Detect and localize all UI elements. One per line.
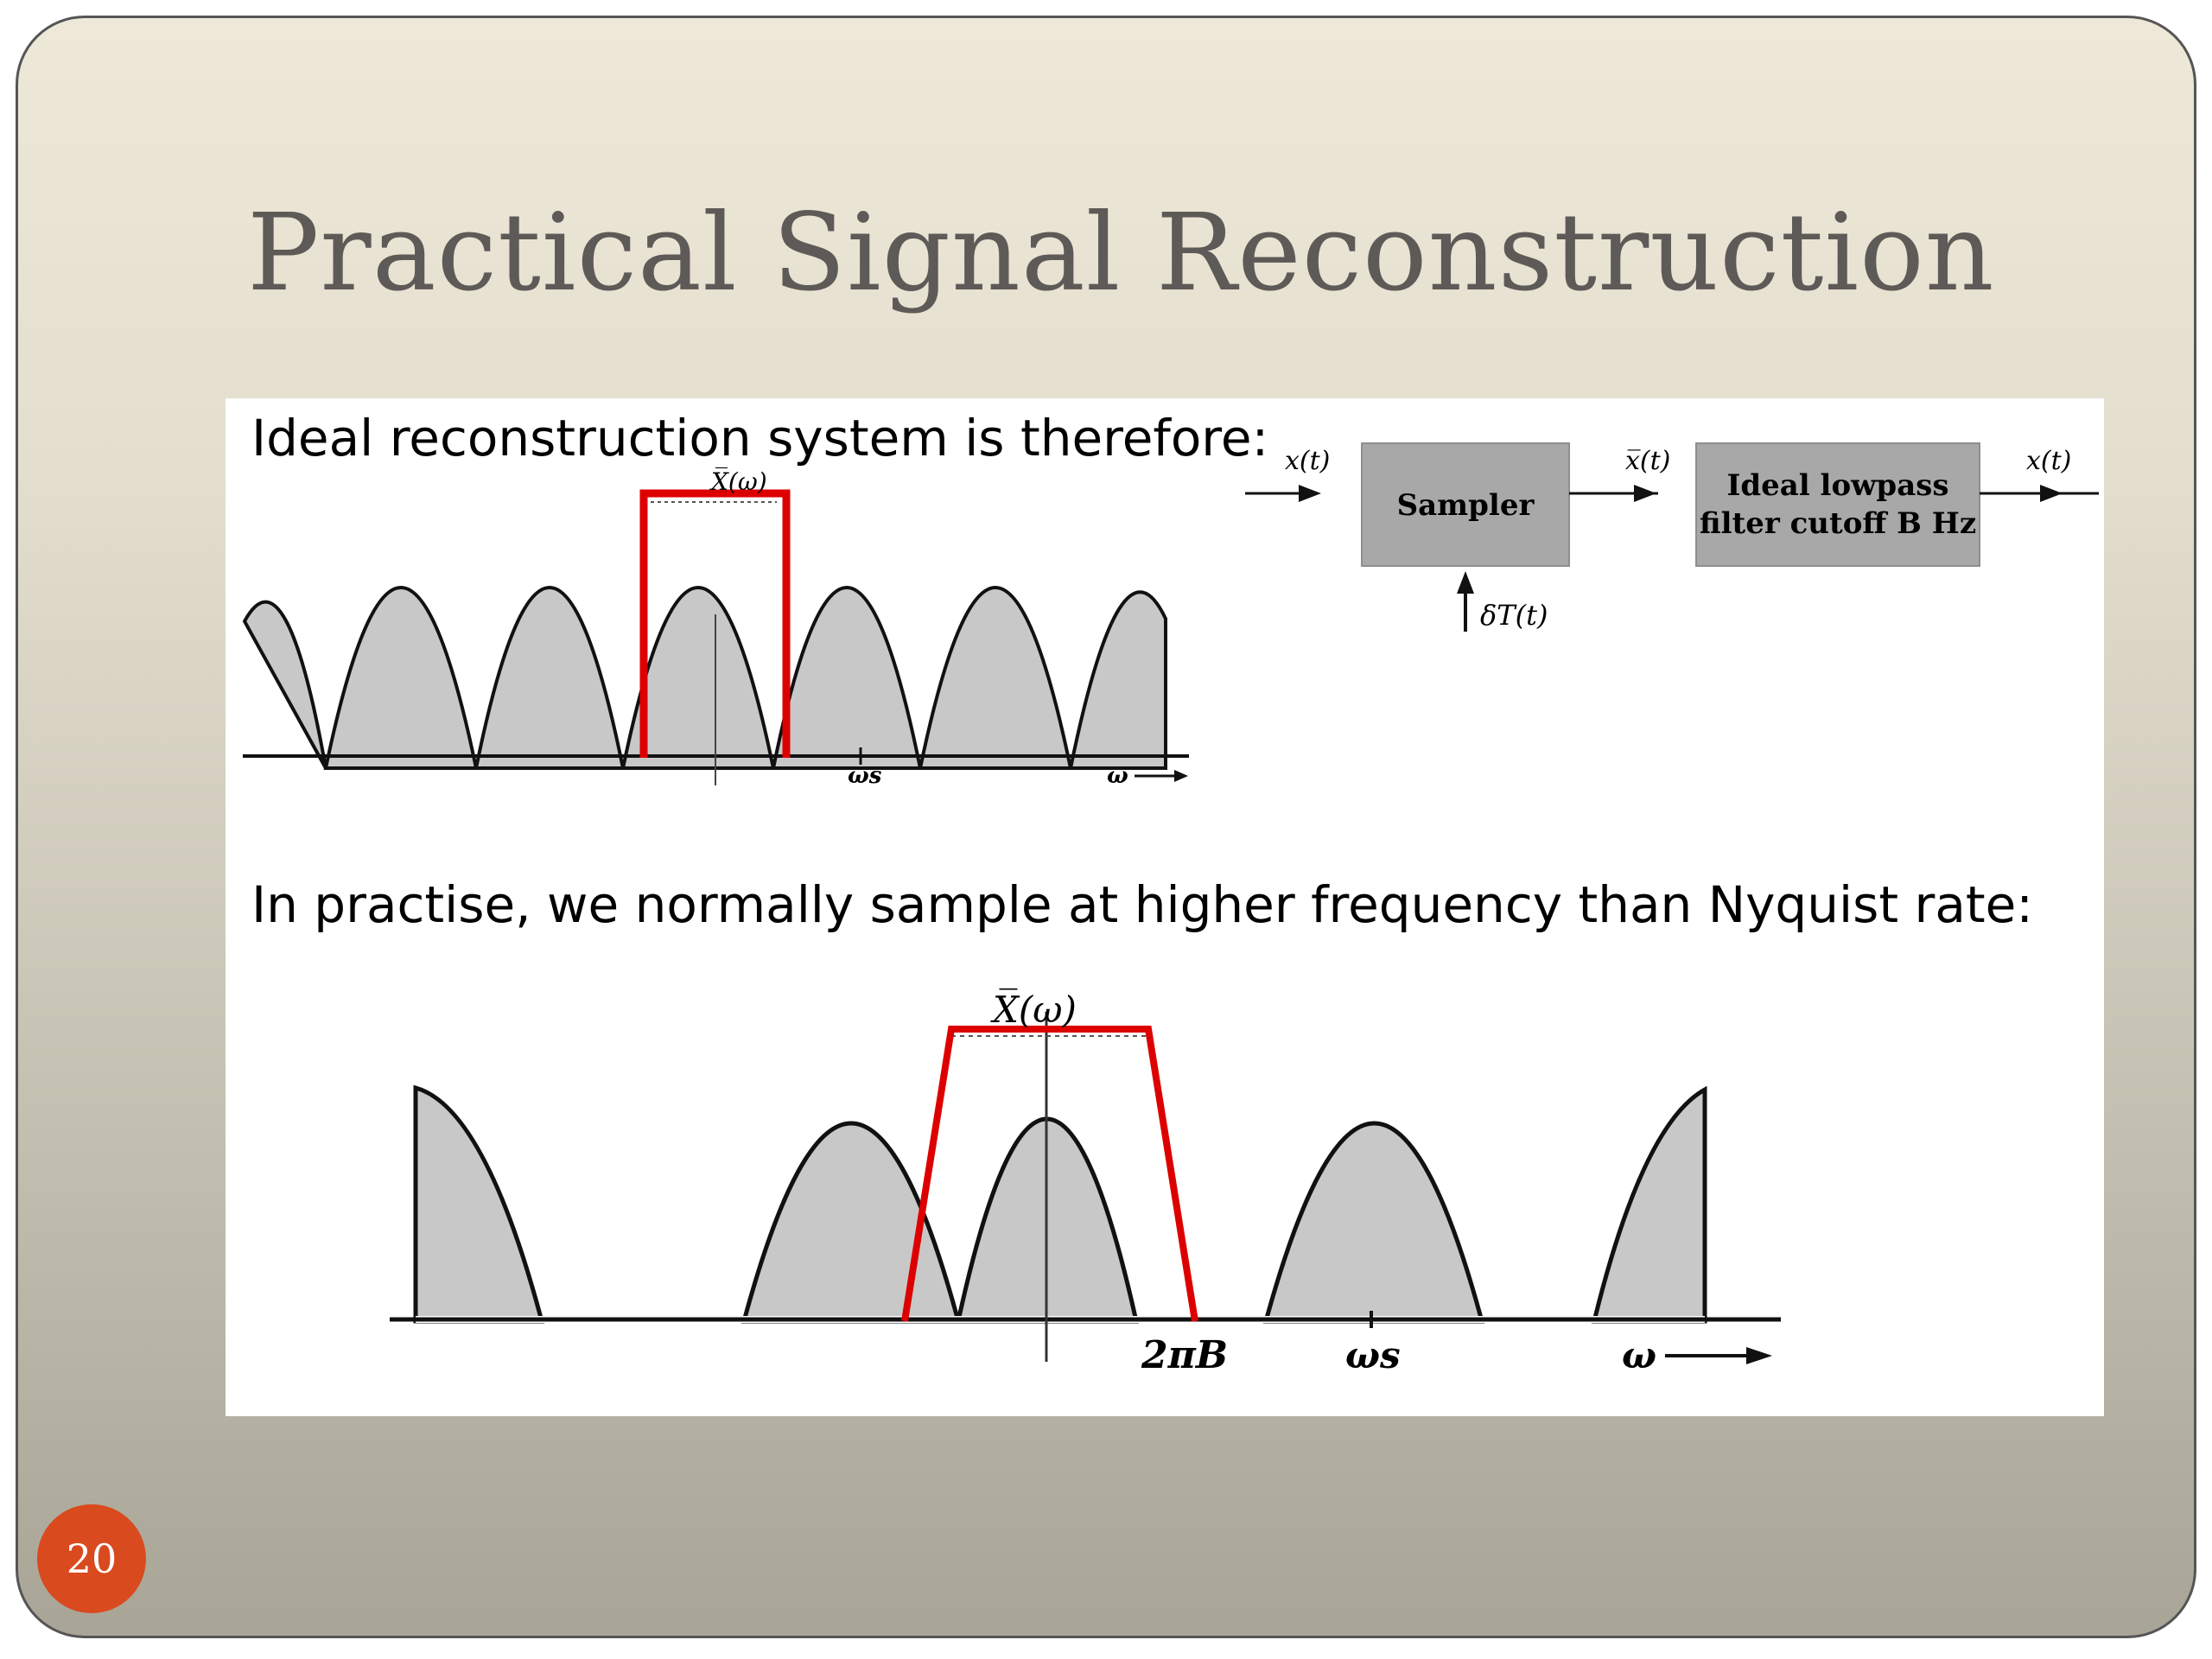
spectrum-label-bottom: X̅(ω) [990,987,1077,1031]
spectrum-lobe [741,1121,962,1324]
practical-lowpass-filter [901,1026,1198,1322]
spectrum-lobe [242,600,327,769]
omega-arrow-head-bottom [1746,1347,1772,1364]
reconstruction-block-diagram: x(t) Sampler x̅(t) Ideal lowpass filter … [1245,442,2099,632]
output-arrow-head [2040,485,2063,502]
ws-label-bottom: ωs [1345,1334,1401,1376]
input-signal-label: x(t) [1285,446,1330,476]
impulse-arrow-head [1457,571,1474,594]
spectrum-label-top: X̅(ω) [709,467,767,496]
two-pi-b-label: 2πB [1141,1333,1228,1377]
slide-number-badge: 20 [37,1504,146,1613]
omega-label-top: ω [1107,763,1128,789]
ws-label-top: ωs [848,763,882,789]
sampler-label: Sampler [1397,488,1535,523]
caption-ideal-system: Ideal reconstruction system is therefore… [251,409,1269,467]
slide-title: Practical Signal Reconstruction [247,191,1995,315]
filter-label-line1: Ideal lowpass [1726,468,1948,503]
content-image-panel: Ideal reconstruction system is therefore… [226,398,2104,1416]
spectrum-lobe [1262,1121,1485,1324]
spectrum-lobes-top [242,586,1167,770]
impulse-train-label: δT(t) [1480,599,1548,632]
spectrum-lobe [1068,590,1167,770]
slide: Practical Signal Reconstruction Ideal re… [16,16,2196,1638]
practical-spectrum-plot: X̅(ω) 2πB ωs ω [390,987,1781,1377]
spectrum-lobe [918,586,1073,770]
lowpass-filter-block [1695,442,1980,567]
spectrum-lobe [323,586,479,770]
input-arrow-head [1299,485,1321,502]
ideal-spectrum-plot: X̅(ω) ωs ω [242,467,1189,789]
spectrum-lobe [413,1084,545,1324]
omega-label-bottom: ω [1622,1334,1656,1376]
ideal-lowpass-filter [639,489,791,758]
spectrum-lobe [474,586,626,770]
output-signal-label: x(t) [2026,446,2071,476]
spectrum-lobe [771,586,923,770]
spectrum-lobes-bottom [413,1084,1707,1324]
caption-practical-sampling: In practise, we normally sample at highe… [251,875,2033,934]
filter-label-line2: filter cutoff B Hz [1700,506,1976,541]
omega-arrow-head [1174,770,1188,782]
spectrum-lobe [1591,1085,1707,1324]
sampler-block [1361,442,1570,567]
sampled-signal-label: x̅(t) [1625,446,1670,476]
sampled-arrow-head [1634,485,1656,502]
